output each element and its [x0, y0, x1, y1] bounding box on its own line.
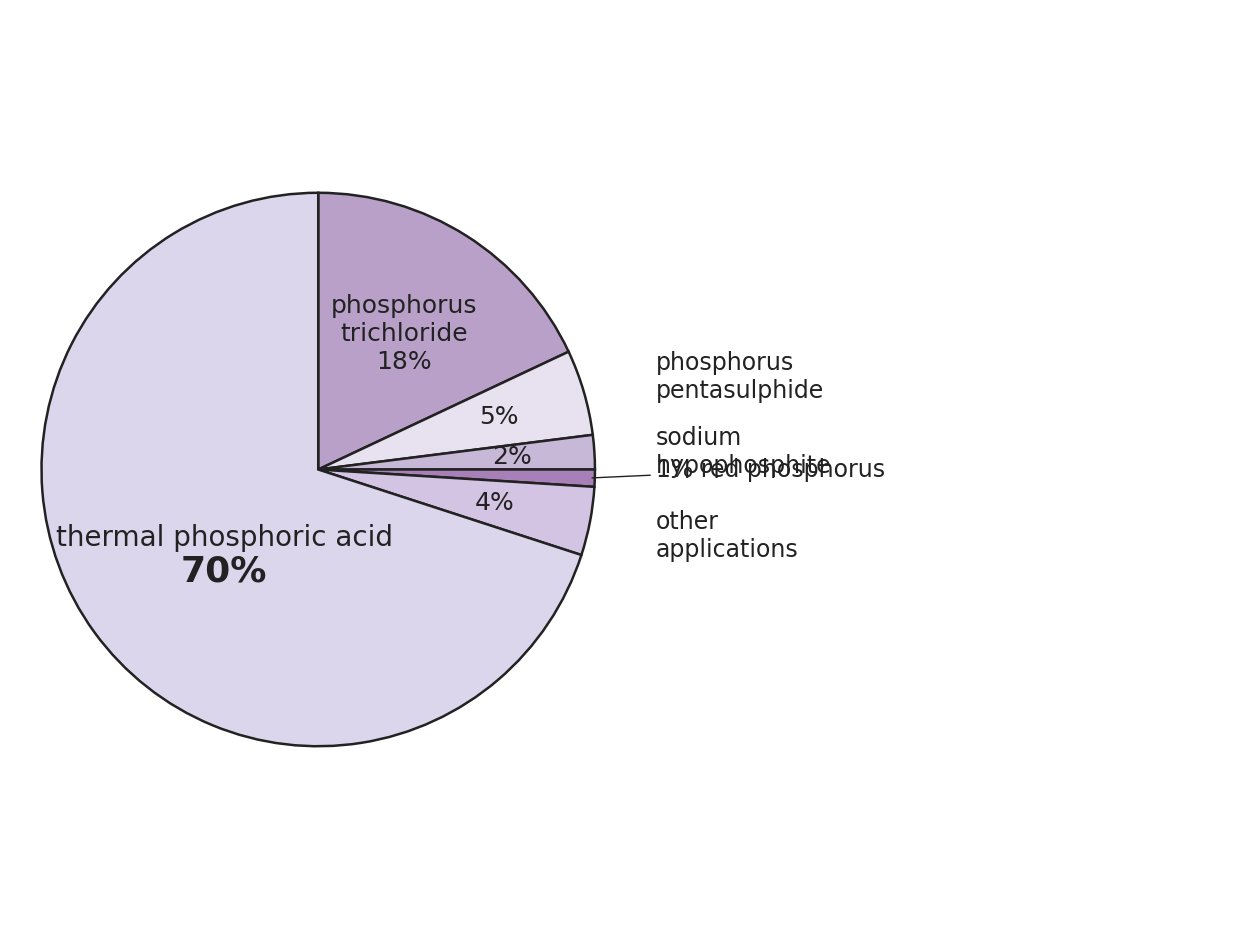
Wedge shape	[318, 192, 569, 470]
Wedge shape	[318, 470, 595, 487]
Text: sodium
hypophosphite: sodium hypophosphite	[656, 426, 832, 478]
Wedge shape	[318, 470, 595, 555]
Text: 4%: 4%	[475, 491, 514, 516]
Text: thermal phosphoric acid: thermal phosphoric acid	[56, 524, 393, 552]
Wedge shape	[42, 192, 581, 747]
Text: phosphorus
pentasulphide: phosphorus pentasulphide	[656, 351, 824, 403]
Text: 1% red phosphorus: 1% red phosphorus	[592, 457, 885, 482]
Text: 70%: 70%	[180, 554, 267, 588]
Wedge shape	[318, 435, 595, 470]
Text: 5%: 5%	[480, 405, 519, 429]
Wedge shape	[318, 352, 593, 470]
Text: phosphorus
trichloride
18%: phosphorus trichloride 18%	[331, 294, 477, 374]
Text: 2%: 2%	[492, 445, 531, 470]
Text: other
applications: other applications	[656, 510, 798, 562]
